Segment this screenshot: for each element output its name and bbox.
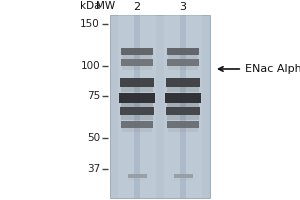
Bar	[180, 15, 186, 198]
Text: 50: 50	[87, 133, 100, 143]
Bar	[164, 15, 202, 198]
Bar	[121, 59, 153, 66]
Text: 150: 150	[80, 19, 100, 29]
Bar	[169, 55, 197, 59]
Bar	[175, 178, 191, 181]
Bar	[119, 93, 155, 103]
Bar	[121, 87, 153, 92]
Bar	[122, 128, 152, 132]
Bar	[121, 121, 153, 128]
Bar	[121, 48, 153, 55]
Bar	[121, 115, 153, 120]
Bar	[110, 15, 210, 198]
Text: ENac Alpha: ENac Alpha	[219, 64, 300, 74]
Bar	[128, 174, 146, 178]
Bar	[122, 66, 152, 70]
Bar	[119, 107, 154, 115]
Bar	[167, 87, 199, 92]
Bar	[169, 128, 197, 132]
Text: MW: MW	[96, 1, 115, 11]
Bar	[165, 93, 201, 103]
Text: 3: 3	[179, 2, 187, 12]
Bar	[167, 59, 199, 66]
Text: kDa: kDa	[80, 1, 101, 11]
Bar	[173, 174, 193, 178]
Bar	[167, 48, 199, 55]
Bar	[167, 121, 199, 128]
Text: 75: 75	[87, 91, 100, 101]
Bar	[166, 107, 200, 115]
Bar	[167, 103, 199, 109]
Text: 2: 2	[134, 2, 141, 12]
Bar	[166, 78, 200, 87]
Text: 100: 100	[80, 61, 100, 71]
Bar	[167, 115, 199, 120]
Bar	[169, 66, 197, 70]
Bar	[128, 178, 146, 181]
Bar	[121, 103, 153, 109]
Text: 37: 37	[87, 164, 100, 174]
Bar	[122, 55, 152, 59]
Bar	[134, 15, 140, 198]
Bar	[119, 78, 154, 87]
Bar	[118, 15, 156, 198]
